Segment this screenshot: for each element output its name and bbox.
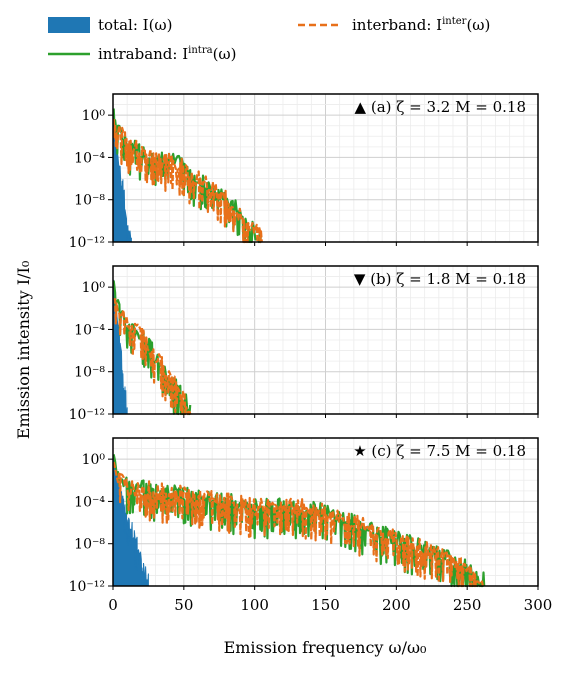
y-tick-label: 10⁻⁴ <box>74 322 105 338</box>
y-tick-label: 10⁻⁸ <box>74 537 105 553</box>
x-axis-label: Emission frequency ω/ω₀ <box>224 638 427 657</box>
panel-annotation: ★ (c) ζ = 7.5 M = 0.18 <box>353 442 526 460</box>
panel-annotation: ▲ (a) ζ = 3.2 M = 0.18 <box>355 98 526 116</box>
y-tick-label: 10⁻¹² <box>69 235 105 251</box>
y-tick-label: 10⁻⁴ <box>74 494 105 510</box>
panel-b: 10⁰ 10⁻⁴ 10⁻⁸ 10⁻¹² ▼ (b) ζ = 1.8 M = 0.18 <box>69 265 539 423</box>
y-axis-label: Emission intensity I/I₀ <box>14 261 33 439</box>
series-interband <box>112 461 484 588</box>
y-tick-label: 10⁻⁸ <box>74 365 105 381</box>
x-tick-label: 300 <box>524 596 553 614</box>
x-tick-label: 50 <box>174 596 193 614</box>
legend-intraband-label: intraband: Iintra(ω) <box>98 45 237 63</box>
y-tick-label: 10⁻¹² <box>69 579 105 595</box>
x-tick-label: 100 <box>240 596 269 614</box>
y-tick-label: 10⁻⁸ <box>74 193 105 209</box>
y-tick-label: 10⁻⁴ <box>74 150 105 166</box>
x-tick-label: 200 <box>382 596 411 614</box>
panel-a: 10⁰ 10⁻⁴ 10⁻⁸ 10⁻¹² ▲ (a) ζ = 3.2 M = 0.18 <box>69 93 539 251</box>
panel-c: 10⁰ 10⁻⁴ 10⁻⁸ 10⁻¹²0 50 100 150 200 250 300 ★ (c) … <box>69 437 553 614</box>
series-interband <box>112 119 263 244</box>
y-tick-label: 10⁰ <box>82 280 106 296</box>
panel-annotation: ▼ (b) ζ = 1.8 M = 0.18 <box>354 270 526 288</box>
y-tick-label: 10⁻¹² <box>69 407 105 423</box>
series-intraband <box>112 108 263 244</box>
x-tick-label: 250 <box>453 596 482 614</box>
legend: total: I(ω) intraband: Iintra(ω) interba… <box>48 16 490 63</box>
y-tick-label: 10⁰ <box>82 108 106 124</box>
series-interband <box>113 298 192 416</box>
x-tick-label: 150 <box>311 596 340 614</box>
legend-total-label: total: I(ω) <box>98 16 173 34</box>
legend-interband-label: interband: Iinter(ω) <box>352 16 490 34</box>
y-tick-label: 10⁰ <box>82 452 106 468</box>
legend-total-swatch <box>48 17 90 33</box>
x-tick-label: 0 <box>108 596 118 614</box>
